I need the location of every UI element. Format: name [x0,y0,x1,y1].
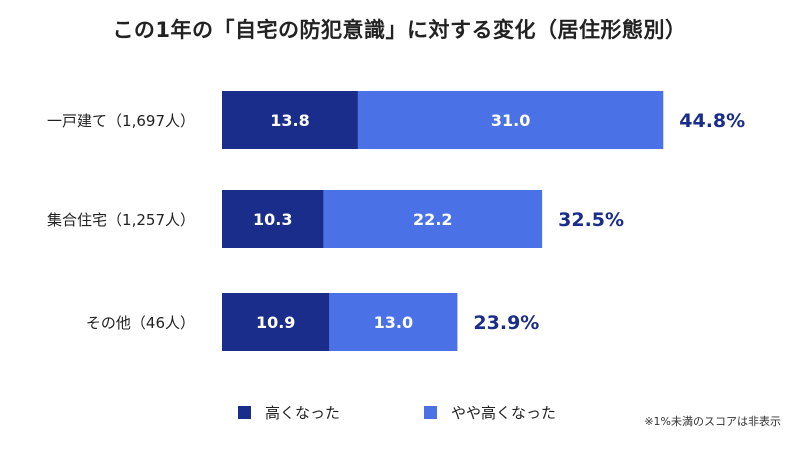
bar-value-label: 13.8 [270,111,309,130]
bar-total-label: 32.5% [558,209,624,231]
legend-item-high: 高くなった [238,402,340,423]
bar-value-label: 22.2 [413,210,452,229]
category-label: 一戸建て（1,697人） [47,112,195,130]
bar-segment-high [222,91,358,149]
bar-segment-somewhat-high [357,91,664,149]
category-label: その他（46人） [86,314,195,332]
bar-segment-high [222,190,324,248]
legend-swatch-somewhat-high [424,406,437,419]
legend-label-somewhat-high: やや高くなった [451,404,557,422]
category-label: 集合住宅（1,257人） [47,211,195,229]
legend-label-high: 高くなった [265,404,341,422]
bar-value-label: 10.3 [253,210,292,229]
bar-segment-somewhat-high [329,293,458,351]
bar-value-label: 10.9 [256,313,295,332]
bar-total-label: 23.9% [473,312,539,334]
bar-value-label: 31.0 [491,111,530,130]
bar-total-label: 44.8% [679,110,745,132]
bar-segment-high [222,293,330,351]
chart-title: この1年の「自宅の防犯意識」に対する変化（居住形態別） [112,18,687,42]
bar-segment-somewhat-high [323,190,543,248]
footnote: ※1%未満のスコアは非表示 [644,415,781,428]
bar-value-label: 13.0 [374,313,413,332]
legend-swatch-high [238,406,251,419]
legend-item-somewhat-high: やや高くなった [424,402,556,423]
legend: 高くなった やや高くなった [0,402,799,426]
